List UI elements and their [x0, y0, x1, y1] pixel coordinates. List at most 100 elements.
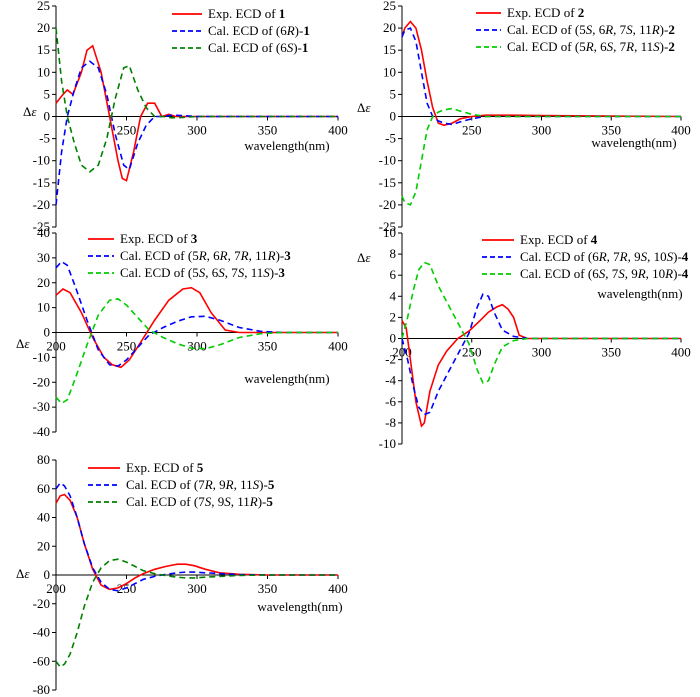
y-tick-label: -10	[379, 153, 396, 168]
y-tick-label: -40	[33, 424, 50, 439]
series-line-1	[401, 20, 682, 127]
legend-entry: Cal. ECD of (6S)-1	[208, 40, 308, 55]
series-line-2	[55, 60, 338, 205]
x-tick-label: 400	[328, 339, 348, 354]
legend-entry: Cal. ECD of (7R, 9R, 11S)-5	[126, 477, 275, 492]
legend-entry: Cal. ECD of (6R, 7R, 9S, 10S)-4	[520, 249, 689, 264]
legend-entry: Exp. ECD of 5	[126, 460, 204, 475]
y-tick-label: 40	[37, 510, 50, 525]
chart-panel-2: 25 20 15 10 5 0 -5 -10 -15 -20 -25 250 300 350 400wave…	[357, 0, 691, 234]
y-tick-label: 0	[390, 331, 397, 346]
y-tick-label: -8	[385, 415, 396, 430]
chart-panel-3: 40 30 20 10 0 -10 -20 -30 -40 200 250 300 350 400 wave…	[16, 225, 348, 439]
x-axis-label: wavelength(nm)	[597, 286, 682, 301]
y-tick-label: 5	[44, 86, 51, 101]
y-tick-label: -80	[33, 682, 50, 697]
y-tick-label: 0	[390, 109, 397, 124]
y-tick-label: 0	[44, 567, 51, 582]
legend-entry: Cal. ECD of (6R)-1	[208, 23, 310, 38]
y-tick-label: -5	[39, 131, 50, 146]
y-tick-label: 6	[390, 267, 397, 282]
y-tick-label: -10	[379, 436, 396, 451]
x-tick-label: 250	[117, 339, 137, 354]
y-tick-label: -5	[385, 131, 396, 146]
y-tick-label: -20	[379, 197, 396, 212]
x-tick-label: 400	[671, 345, 691, 360]
x-tick-label: 200	[392, 345, 412, 360]
y-tick-label: 2	[390, 309, 397, 324]
y-tick-label: 40	[37, 225, 50, 240]
chart-panel-1: 25 20 15 10 5 0 -5 -10 -15 -20 -25 250 300 350 400wave…	[23, 0, 348, 234]
x-tick-label: 300	[187, 581, 207, 596]
x-axis-label: wavelength(nm)	[257, 599, 342, 614]
y-tick-label: 30	[37, 250, 50, 265]
y-tick-label: -20	[33, 197, 50, 212]
y-tick-label: -15	[33, 175, 50, 190]
y-axis-label: Δε	[357, 100, 371, 115]
series-line-1	[55, 44, 338, 182]
series-line-2	[55, 260, 338, 367]
y-tick-label: -2	[385, 352, 396, 367]
x-tick-label: 350	[258, 339, 278, 354]
x-axis-label: wavelength(nm)	[591, 135, 676, 150]
y-axis-label: Δε	[16, 336, 30, 351]
x-tick-label: 400	[671, 123, 691, 138]
y-tick-label: -20	[33, 596, 50, 611]
y-tick-label: 15	[383, 42, 396, 57]
y-tick-label: 20	[37, 20, 50, 35]
series-line-2	[55, 481, 338, 592]
y-tick-label: 25	[37, 0, 50, 13]
series-line-1	[401, 303, 681, 428]
x-tick-label: 350	[258, 581, 278, 596]
y-tick-label: -30	[33, 399, 50, 414]
x-axis-label: wavelength(nm)	[244, 371, 329, 386]
legend-entry: Exp. ECD of 3	[120, 231, 198, 246]
y-tick-label: 5	[390, 86, 397, 101]
series-line-3	[401, 107, 681, 206]
y-tick-label: 10	[37, 300, 50, 315]
x-tick-label: 200	[46, 339, 66, 354]
x-tick-label: 300	[532, 123, 552, 138]
x-tick-label: 400	[328, 123, 348, 138]
series-line-3	[55, 298, 338, 405]
y-tick-label: 20	[383, 20, 396, 35]
x-tick-label: 300	[187, 339, 207, 354]
y-tick-label: 20	[37, 275, 50, 290]
y-tick-label: -25	[379, 219, 396, 234]
x-tick-label: 300	[532, 345, 552, 360]
y-tick-label: 20	[37, 538, 50, 553]
legend-entry: Cal. ECD of (5S, 6R, 7S, 11R)-2	[507, 22, 675, 37]
series-line-3	[55, 28, 338, 173]
x-tick-label: 350	[258, 123, 278, 138]
legend-entry: Cal. ECD of (5R, 6S, 7R, 11S)-2	[507, 39, 675, 54]
y-tick-label: 15	[37, 42, 50, 57]
legend-entry: Cal. ECD of (7S, 9S, 11R)-5	[126, 494, 273, 509]
y-tick-label: 25	[383, 0, 396, 13]
x-tick-label: 400	[328, 581, 348, 596]
y-tick-label: 60	[37, 481, 50, 496]
y-tick-label: 0	[44, 109, 51, 124]
legend-entry: Cal. ECD of (6S, 7S, 9R, 10R)-4	[520, 266, 689, 281]
y-tick-label: 80	[37, 452, 50, 467]
legend-entry: Exp. ECD of 2	[507, 5, 584, 20]
legend-entry: Exp. ECD of 1	[208, 6, 285, 21]
y-tick-label: 4	[390, 288, 397, 303]
series-line-3	[55, 558, 338, 669]
legend-entry: Exp. ECD of 4	[520, 232, 598, 247]
y-tick-label: -20	[33, 374, 50, 389]
x-tick-label: 250	[462, 123, 482, 138]
x-axis-label: wavelength(nm)	[244, 138, 329, 153]
y-tick-label: -15	[379, 175, 396, 190]
y-tick-label: -10	[33, 153, 50, 168]
y-axis-label: Δε	[23, 104, 37, 119]
y-tick-label: 0	[44, 325, 51, 340]
y-tick-label: 10	[37, 64, 50, 79]
y-tick-label: -10	[33, 349, 50, 364]
y-tick-label: -40	[33, 625, 50, 640]
y-tick-label: -60	[33, 653, 50, 668]
y-tick-label: -4	[385, 373, 396, 388]
x-tick-label: 200	[46, 581, 66, 596]
y-tick-label: -6	[385, 394, 396, 409]
x-tick-label: 250	[117, 123, 137, 138]
